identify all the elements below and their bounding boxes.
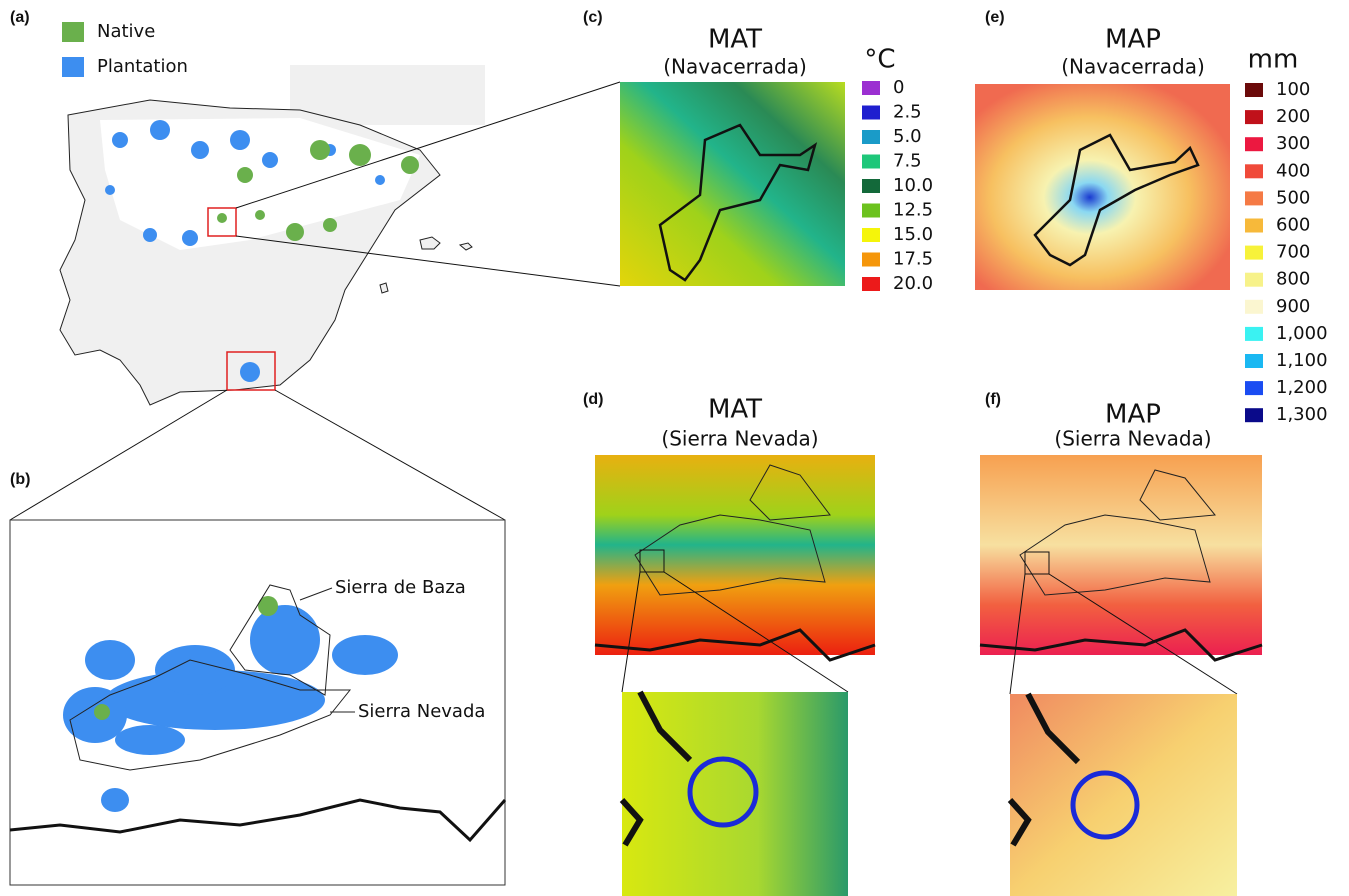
legend-swatch bbox=[1245, 137, 1263, 151]
panel-subtitle: (Sierra Nevada) bbox=[1054, 427, 1211, 451]
figure: (a) NativePlantation (b) Sierra de Baza … bbox=[0, 0, 1349, 896]
legend-swatch bbox=[62, 57, 84, 77]
panel-label: (a) bbox=[10, 9, 30, 26]
panel-label: (d) bbox=[583, 391, 603, 408]
legend-unit: mm bbox=[1248, 45, 1299, 75]
legend-label: 500 bbox=[1276, 187, 1310, 208]
legend: 100 200 300 400 500 600 700 800 900 1,000 1,100 1,2… bbox=[1245, 79, 1328, 425]
legend-swatch bbox=[1245, 273, 1263, 287]
legend-label: 2.5 bbox=[893, 102, 922, 123]
legend-swatch bbox=[1245, 191, 1263, 205]
legend-swatch bbox=[862, 130, 880, 144]
legend-swatch bbox=[1245, 164, 1263, 178]
panel-label: (f) bbox=[985, 391, 1001, 408]
legend-swatch bbox=[1245, 381, 1263, 395]
legend-swatch bbox=[862, 204, 880, 218]
legend-swatch bbox=[862, 106, 880, 120]
legend-swatch bbox=[1245, 327, 1263, 341]
legend-label: 20.0 bbox=[893, 273, 933, 294]
panel-title: MAP bbox=[1105, 25, 1161, 55]
legend-swatch bbox=[1245, 408, 1263, 422]
panel-subtitle: (Sierra Nevada) bbox=[661, 427, 818, 451]
panel-label: (c) bbox=[583, 9, 603, 26]
legend-label: 700 bbox=[1276, 242, 1310, 263]
map-image bbox=[980, 455, 1262, 655]
legend-label: 0 bbox=[893, 77, 904, 98]
legend-label: 800 bbox=[1276, 269, 1310, 290]
legend-swatch bbox=[862, 81, 880, 95]
legend-swatch bbox=[1245, 83, 1263, 97]
legend-swatch bbox=[1245, 300, 1263, 314]
panel-title: MAT bbox=[708, 25, 762, 55]
legend-label: 1,300 bbox=[1276, 404, 1328, 425]
panel-label: (b) bbox=[10, 471, 30, 488]
legend: Native Plantation bbox=[62, 21, 188, 77]
legend-swatch bbox=[62, 22, 84, 42]
panel-title: MAT bbox=[708, 395, 762, 425]
legend-label: 1,200 bbox=[1276, 377, 1328, 398]
legend-label: 300 bbox=[1276, 133, 1310, 154]
legend-label: 200 bbox=[1276, 106, 1310, 127]
legend: 0 2.5 5.0 7.5 10.0 12.5 15.0 17.5 20.0 bbox=[862, 77, 933, 294]
iberia-map bbox=[10, 65, 620, 520]
legend-swatch bbox=[1245, 354, 1263, 368]
legend-swatch bbox=[862, 179, 880, 193]
annotation: Sierra de Baza bbox=[335, 577, 466, 598]
legend-label: Plantation bbox=[97, 56, 188, 77]
legend-label: 1,000 bbox=[1276, 323, 1328, 344]
legend-label: 5.0 bbox=[893, 126, 922, 147]
legend-swatch bbox=[862, 277, 880, 291]
legend-label: 100 bbox=[1276, 79, 1310, 100]
legend-swatch bbox=[1245, 246, 1263, 260]
panel-label: (e) bbox=[985, 9, 1005, 26]
legend-label: 1,100 bbox=[1276, 350, 1328, 371]
legend-swatch bbox=[1245, 219, 1263, 233]
annotation: Sierra Nevada bbox=[358, 701, 485, 722]
legend-swatch bbox=[862, 155, 880, 169]
legend-swatch bbox=[1245, 110, 1263, 124]
legend-unit: °C bbox=[864, 45, 895, 75]
legend-label: 17.5 bbox=[893, 249, 933, 270]
legend-label: 600 bbox=[1276, 215, 1310, 236]
legend-label: 7.5 bbox=[893, 151, 922, 172]
panel-title: MAP bbox=[1105, 400, 1161, 430]
legend-label: 12.5 bbox=[893, 200, 933, 221]
legend-label: 15.0 bbox=[893, 224, 933, 245]
map-image bbox=[620, 82, 845, 286]
legend-label: Native bbox=[97, 21, 155, 42]
legend-swatch bbox=[862, 253, 880, 267]
panel-subtitle: (Navacerrada) bbox=[663, 55, 807, 79]
map-image bbox=[595, 455, 875, 655]
map-image bbox=[975, 84, 1230, 290]
panel-subtitle: (Navacerrada) bbox=[1061, 55, 1205, 79]
legend-swatch bbox=[862, 228, 880, 242]
legend-label: 900 bbox=[1276, 296, 1310, 317]
legend-label: 10.0 bbox=[893, 175, 933, 196]
legend-label: 400 bbox=[1276, 160, 1310, 181]
